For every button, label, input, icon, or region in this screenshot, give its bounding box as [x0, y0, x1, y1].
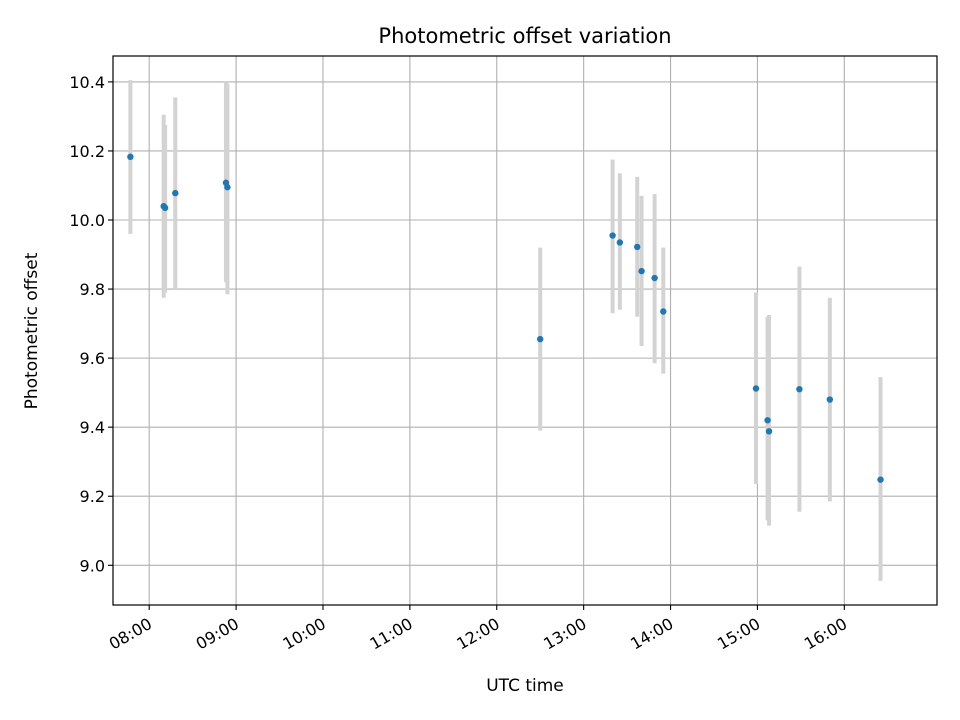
data-point [796, 385, 803, 393]
x-tick-label: 14:00 [627, 614, 676, 654]
data-point [651, 274, 658, 282]
data-point [752, 385, 760, 392]
y-tick-label: 9.4 [80, 418, 105, 437]
data-point [634, 243, 641, 251]
data-point [537, 335, 544, 343]
y-axis-ticks: 9.0 9.2 9.4 9.6 9.8 10.0 10.2 10.4 [69, 73, 113, 575]
error-bars [128, 80, 883, 581]
y-tick-label: 9.2 [80, 487, 105, 506]
data-point [877, 476, 884, 483]
data-point [616, 239, 624, 246]
x-tick-label: 15:00 [714, 614, 763, 654]
data-point [660, 308, 667, 315]
y-tick-label: 9.8 [80, 280, 105, 299]
data-point [172, 189, 179, 197]
data-point [127, 153, 134, 161]
data-points [127, 153, 884, 483]
chart-title: Photometric offset variation [378, 24, 671, 48]
y-tick-label: 10.0 [69, 211, 105, 230]
x-tick-label: 08:00 [106, 614, 155, 654]
y-tick-label: 10.4 [69, 73, 105, 92]
y-tick-label: 10.2 [69, 142, 105, 161]
data-point [224, 184, 231, 191]
data-point [765, 428, 773, 435]
data-point [609, 232, 616, 239]
plot-frame [112, 55, 938, 606]
x-tick-label: 12:00 [453, 614, 502, 654]
x-tick-label: 10:00 [280, 614, 329, 654]
x-tick-label: 11:00 [366, 614, 415, 654]
x-tick-label: 09:00 [193, 614, 242, 654]
y-axis-label: Photometric offset [22, 252, 42, 409]
y-tick-label: 9.0 [80, 556, 105, 575]
data-point [161, 204, 169, 212]
data-point [826, 396, 834, 403]
y-tick-label: 9.6 [80, 349, 105, 368]
x-axis-label: UTC time [486, 676, 564, 696]
grid [113, 56, 937, 605]
x-tick-label: 16:00 [801, 614, 850, 654]
x-tick-label: 13:00 [540, 614, 589, 654]
data-point [638, 267, 645, 275]
x-axis-ticks: 08:00 09:00 10:00 11:00 12:00 13:00 14:00 15:00… [106, 605, 850, 654]
data-point [764, 417, 771, 424]
